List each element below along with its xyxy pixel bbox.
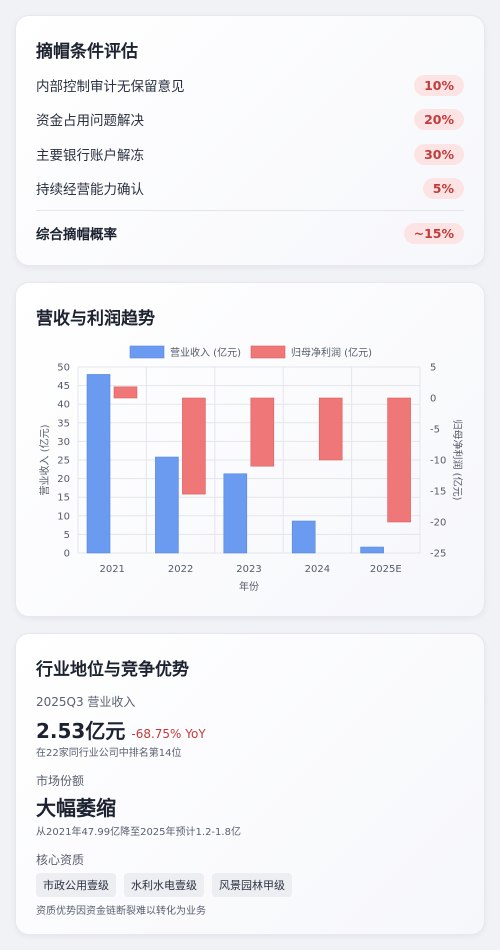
- revenue-value: 2.53亿元: [36, 719, 126, 743]
- revenue-figure: 2.53亿元 -68.75% YoY: [36, 715, 206, 744]
- probability-badge: 20%: [414, 108, 464, 130]
- profit-bar: [182, 397, 206, 495]
- conditions-card: 摘帽条件评估 内部控制审计无保留意见 10% 资金占用问题解决 20% 主要银行…: [15, 15, 485, 266]
- condition-label: 主要银行账户解冻: [36, 148, 144, 164]
- probability-badge: 10%: [414, 74, 464, 96]
- y2-tick-label: -20: [430, 518, 446, 529]
- divider: [36, 210, 464, 211]
- y-tick-label: 20: [57, 474, 70, 485]
- share-note: 从2021年47.99亿降至2025年预计1.2-1.8亿: [36, 827, 241, 838]
- y-tick-label: 25: [57, 456, 70, 467]
- y-tick-label: 45: [57, 381, 70, 392]
- revenue-bar: [360, 546, 384, 554]
- x-tick-label: 2022: [168, 564, 193, 575]
- qualification-tag: 市政公用壹级: [36, 873, 116, 897]
- conditions-title: 摘帽条件评估: [36, 42, 138, 62]
- y2-tick-label: 0: [430, 394, 436, 405]
- revenue-bar: [155, 456, 179, 554]
- y2-tick-label: 5: [430, 363, 436, 374]
- y-tick-label: 15: [57, 493, 70, 504]
- probability-badge: 30%: [414, 143, 464, 165]
- condition-label: 内部控制审计无保留意见: [36, 79, 185, 95]
- qualification-tags: 市政公用壹级 水利水电壹级 风景园林甲级: [36, 873, 292, 897]
- y-tick-label: 5: [64, 530, 70, 541]
- condition-label: 持续经营能力确认: [36, 182, 144, 198]
- x-tick-label: 2025E: [370, 564, 402, 575]
- trend-card: 营收与利润趋势 0 5 10 15 20 25 30 35 40 45 50 5 0 -5 -10 -15 -2…: [15, 282, 485, 617]
- revenue-bar: [86, 374, 111, 554]
- y-tick-label: 0: [64, 549, 70, 560]
- revenue-change: -68.75% YoY: [131, 727, 206, 741]
- y2-tick-label: -25: [430, 549, 446, 560]
- x-axis-title: 年份: [239, 580, 259, 593]
- y2-tick-label: -5: [430, 425, 440, 436]
- revenue-label: 2025Q3 营业收入: [36, 695, 136, 709]
- y-tick-label: 10: [57, 511, 70, 522]
- y-tick-label: 40: [57, 400, 70, 411]
- qualification-tag: 风景园林甲级: [212, 873, 292, 897]
- rank-note: 在22家同行业公司中排名第14位: [36, 748, 182, 759]
- profit-bar: [387, 397, 411, 523]
- x-tick-label: 2023: [236, 564, 261, 575]
- revenue-bar: [223, 473, 248, 554]
- total-row: 综合摘帽概率 ~15%: [36, 221, 464, 245]
- condition-row: 持续经营能力确认 5%: [36, 176, 464, 200]
- x-tick-label: 2024: [305, 564, 330, 575]
- y2-tick-label: -10: [430, 456, 446, 467]
- profit-bar: [113, 386, 138, 399]
- condition-row: 内部控制审计无保留意见 10%: [36, 73, 464, 97]
- share-value: 大幅萎缩: [36, 796, 116, 820]
- share-label: 市场份额: [36, 774, 85, 788]
- industry-card: 行业地位与竞争优势 2025Q3 营业收入 2.53亿元 -68.75% YoY…: [15, 633, 485, 935]
- trend-title: 营收与利润趋势: [36, 309, 155, 329]
- y2-axis-title: 归母净利润 (亿元): [451, 420, 464, 501]
- probability-badge: 5%: [422, 177, 464, 199]
- legend-label-profit: 归母净利润 (亿元): [291, 346, 372, 359]
- assets-label: 核心资质: [36, 853, 85, 867]
- y-tick-label: 30: [57, 437, 70, 448]
- legend-label-revenue: 营业收入 (亿元): [170, 346, 241, 359]
- profit-bar: [250, 397, 275, 467]
- y-axis-title: 营业收入 (亿元): [38, 424, 51, 495]
- condition-label: 资金占用问题解决: [36, 113, 144, 129]
- revenue-bar: [291, 520, 316, 554]
- y2-tick-label: -15: [430, 487, 446, 498]
- total-label: 综合摘帽概率: [36, 227, 117, 243]
- y-tick-label: 50: [57, 363, 70, 374]
- industry-title: 行业地位与竞争优势: [36, 660, 189, 680]
- legend-swatch-revenue: [129, 345, 165, 359]
- y-tick-label: 35: [57, 418, 70, 429]
- qualification-tag: 水利水电壹级: [124, 873, 204, 897]
- assets-note: 资质优势因资金链断裂难以转化为业务: [36, 906, 206, 917]
- profit-bar: [318, 397, 343, 461]
- legend-swatch-profit: [250, 345, 286, 359]
- condition-row: 资金占用问题解决 20%: [36, 107, 464, 131]
- total-probability-badge: ~15%: [403, 222, 464, 244]
- x-tick-label: 2021: [99, 564, 124, 575]
- condition-row: 主要银行账户解冻 30%: [36, 142, 464, 166]
